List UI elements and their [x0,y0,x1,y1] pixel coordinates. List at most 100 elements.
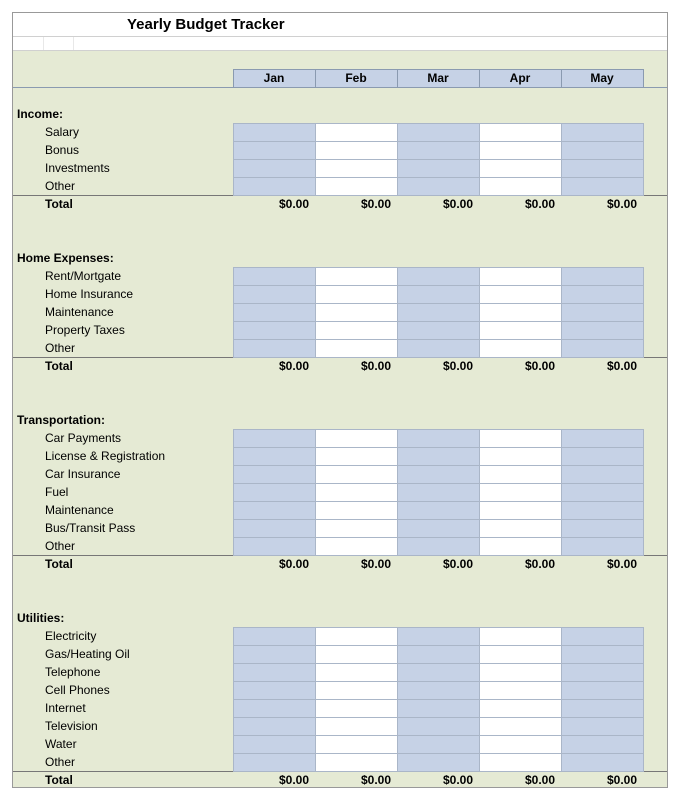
cell[interactable] [479,465,561,483]
cell[interactable] [479,321,561,339]
cell[interactable] [397,681,479,699]
cell[interactable] [315,267,397,285]
cell[interactable] [233,519,315,537]
cell[interactable] [397,717,479,735]
cell[interactable] [479,177,561,195]
cell[interactable] [479,519,561,537]
cell[interactable] [315,465,397,483]
cell[interactable] [233,465,315,483]
cell[interactable] [397,321,479,339]
cell[interactable] [561,681,643,699]
cell[interactable] [479,663,561,681]
cell[interactable] [233,717,315,735]
cell[interactable] [397,303,479,321]
cell[interactable] [233,483,315,501]
cell[interactable] [479,717,561,735]
cell[interactable] [561,717,643,735]
cell[interactable] [315,699,397,717]
cell[interactable] [315,303,397,321]
cell[interactable] [233,663,315,681]
cell[interactable] [561,465,643,483]
cell[interactable] [561,663,643,681]
cell[interactable] [233,429,315,447]
cell[interactable] [397,663,479,681]
cell[interactable] [561,699,643,717]
cell[interactable] [315,123,397,141]
cell[interactable] [561,285,643,303]
cell[interactable] [397,465,479,483]
cell[interactable] [315,447,397,465]
cell[interactable] [315,501,397,519]
cell[interactable] [561,123,643,141]
cell[interactable] [233,321,315,339]
cell[interactable] [315,627,397,645]
cell[interactable] [479,285,561,303]
cell[interactable] [479,447,561,465]
cell[interactable] [479,645,561,663]
cell[interactable] [315,141,397,159]
cell[interactable] [315,285,397,303]
cell[interactable] [397,267,479,285]
cell[interactable] [397,285,479,303]
cell[interactable] [561,627,643,645]
cell[interactable] [233,447,315,465]
cell[interactable] [561,159,643,177]
cell[interactable] [397,141,479,159]
cell[interactable] [561,339,643,357]
cell[interactable] [315,177,397,195]
cell[interactable] [233,699,315,717]
cell[interactable] [561,483,643,501]
cell[interactable] [397,159,479,177]
cell[interactable] [233,681,315,699]
cell[interactable] [561,735,643,753]
cell[interactable] [479,699,561,717]
cell[interactable] [479,735,561,753]
cell[interactable] [315,753,397,771]
cell[interactable] [479,123,561,141]
cell[interactable] [561,447,643,465]
cell[interactable] [315,735,397,753]
cell[interactable] [233,735,315,753]
cell[interactable] [479,159,561,177]
cell[interactable] [561,177,643,195]
cell[interactable] [479,627,561,645]
cell[interactable] [479,303,561,321]
cell[interactable] [315,429,397,447]
cell[interactable] [397,753,479,771]
cell[interactable] [479,753,561,771]
cell[interactable] [479,429,561,447]
cell[interactable] [561,645,643,663]
cell[interactable] [479,681,561,699]
cell[interactable] [233,645,315,663]
cell[interactable] [233,501,315,519]
cell[interactable] [397,627,479,645]
cell[interactable] [397,429,479,447]
cell[interactable] [561,501,643,519]
cell[interactable] [561,303,643,321]
cell[interactable] [315,645,397,663]
cell[interactable] [561,429,643,447]
cell[interactable] [397,537,479,555]
cell[interactable] [315,519,397,537]
cell[interactable] [233,339,315,357]
cell[interactable] [315,159,397,177]
cell[interactable] [315,681,397,699]
cell[interactable] [397,339,479,357]
cell[interactable] [479,501,561,519]
cell[interactable] [397,483,479,501]
cell[interactable] [479,339,561,357]
cell[interactable] [479,267,561,285]
cell[interactable] [479,483,561,501]
cell[interactable] [397,519,479,537]
cell[interactable] [397,177,479,195]
cell[interactable] [315,483,397,501]
cell[interactable] [233,537,315,555]
cell[interactable] [233,159,315,177]
cell[interactable] [479,537,561,555]
cell[interactable] [233,123,315,141]
cell[interactable] [561,753,643,771]
cell[interactable] [315,339,397,357]
cell[interactable] [479,141,561,159]
cell[interactable] [233,141,315,159]
cell[interactable] [233,285,315,303]
